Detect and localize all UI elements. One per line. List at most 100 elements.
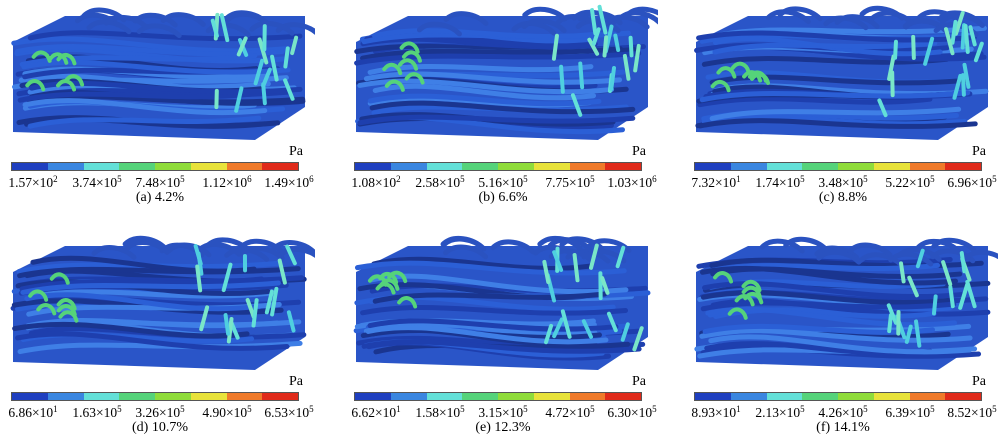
colorbar-segment [838,163,874,170]
colorbar-segment [910,393,946,400]
colorbar-segment [155,163,191,170]
colorbar-unit: Pa [972,374,986,390]
fiber-strand-stressed [285,48,287,66]
colorbar-segment [767,163,803,170]
fiber-strand-stressed [631,38,632,56]
panel-caption: (a) 4.2% [5,190,315,206]
colorbar-segment [695,393,731,400]
colorbar-segment [48,163,84,170]
fiber-strand-stressed [950,287,952,306]
colorbar-segment [12,393,48,400]
fiber-strand-stressed [895,42,896,58]
colorbar-tick-label: 3.74×105 [72,175,121,191]
colorbar-tick-label: 8.52×105 [947,405,996,421]
colorbar-segment [874,163,910,170]
colorbar-segment [191,163,227,170]
fiber-network-render [5,2,315,142]
colorbar-segment [262,393,298,400]
colorbar-tick-label: 5.16×105 [478,175,527,191]
colorbar-tick-label: 6.96×105 [947,175,996,191]
colorbar-unit: Pa [972,144,986,160]
colorbar-segment [427,163,463,170]
colorbar-segment [262,163,298,170]
colorbar-segment [498,393,534,400]
colorbar-tick-label: 8.93×101 [691,405,740,421]
colorbar-tick-label: 4.90×105 [202,405,251,421]
fiber-network-render [5,232,315,372]
colorbar-segment [48,393,84,400]
colorbar-segment [462,163,498,170]
fiber-strand-stressed [604,37,606,55]
fiber-strand-stressed [615,36,618,50]
fiber-strand-stressed [934,296,936,313]
colorbar-tick-label: 2.13×105 [755,405,804,421]
colorbar-segment [910,163,946,170]
colorbar-segment [731,163,767,170]
colorbar-segment [605,163,641,170]
colorbar-segment [155,393,191,400]
colorbar-segment [731,393,767,400]
fiber-strand-stressed [913,37,914,58]
fiber-strand-stressed [611,68,614,89]
colorbar-tick-label: 6.53×105 [264,405,313,421]
colorbar-tick-label: 1.03×106 [607,175,656,191]
colorbar-segment [391,163,427,170]
colorbar-segment [119,393,155,400]
colorbar-segment [391,393,427,400]
panel-caption: (f) 14.1% [688,420,998,436]
colorbar-tick-label: 1.12×106 [202,175,251,191]
colorbar-segment [355,163,391,170]
colorbar-unit: Pa [632,144,646,160]
colorbar-tick-label: 2.58×105 [415,175,464,191]
colorbar-segment [945,163,981,170]
colorbar [694,162,982,171]
fiber-strand-stressed [226,315,229,334]
colorbar-tick-label: 6.30×105 [607,405,656,421]
colorbar-segment [695,163,731,170]
colorbar [11,162,299,171]
fiber-strand-stressed [561,67,563,92]
colorbar-segment [802,163,838,170]
colorbar [11,392,299,401]
colorbar-segment [838,393,874,400]
colorbar-tick-label: 1.49×106 [264,175,313,191]
colorbar-segment [462,393,498,400]
colorbar-segment [191,393,227,400]
colorbar-unit: Pa [632,374,646,390]
colorbar-tick-label: 7.48×105 [135,175,184,191]
colorbar [694,392,982,401]
colorbar-tick-label: 5.22×105 [885,175,934,191]
colorbar-tick-label: 6.39×105 [885,405,934,421]
fiber-network-render [348,2,658,142]
colorbar-segment [874,393,910,400]
fiber-strand-stressed [580,64,582,88]
fiber-strand-stressed [889,315,891,331]
colorbar-tick-label: 1.74×105 [755,175,804,191]
colorbar-segment [119,163,155,170]
fiber-strand-stressed [963,75,964,95]
colorbar-tick-label: 1.63×105 [72,405,121,421]
colorbar-segment [945,393,981,400]
colorbar-segment [498,163,534,170]
fiber-network-render [688,232,998,372]
colorbar-segment [534,163,570,170]
colorbar-segment [84,163,120,170]
colorbar-segment [84,393,120,400]
colorbar-tick-label: 6.86×101 [8,405,57,421]
colorbar-segment [534,393,570,400]
colorbar-tick-label: 1.08×102 [351,175,400,191]
colorbar-segment [355,393,391,400]
colorbar-tick-label: 1.58×105 [415,405,464,421]
colorbar-segment [767,393,803,400]
colorbar-tick-label: 3.48×105 [818,175,867,191]
fiber-strand-stressed [966,26,968,52]
fiber-network-render [688,2,998,142]
